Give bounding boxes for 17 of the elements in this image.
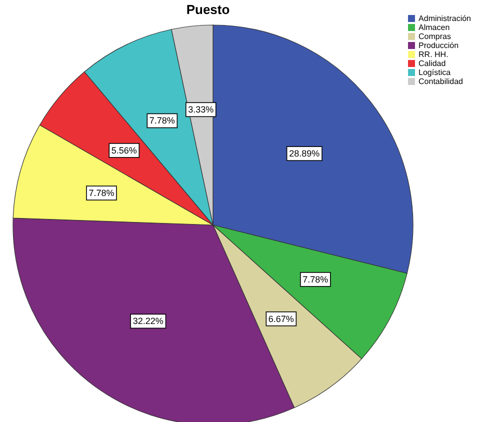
data-label: 6.67% xyxy=(268,314,294,324)
data-label: 7.78% xyxy=(302,274,328,284)
data-label: 7.78% xyxy=(149,116,175,126)
legend-label: Contabilidad xyxy=(418,77,464,86)
legend-label: RR. HH. xyxy=(418,50,448,59)
legend-label: Almacen xyxy=(418,23,450,32)
data-label: 28.89% xyxy=(289,148,320,159)
data-label: 5.56% xyxy=(111,145,137,156)
chart-title: Puesto xyxy=(185,2,231,17)
data-label: 3.33% xyxy=(188,104,214,115)
legend-label: Logística xyxy=(418,68,451,77)
data-label: 32.22% xyxy=(132,316,164,326)
legend-label: Compras xyxy=(418,32,451,41)
data-label: 7.78% xyxy=(88,188,114,198)
legend-label: Producción xyxy=(418,41,459,50)
legend-label: Administración xyxy=(418,14,471,23)
legend-label: Calidad xyxy=(418,59,446,68)
